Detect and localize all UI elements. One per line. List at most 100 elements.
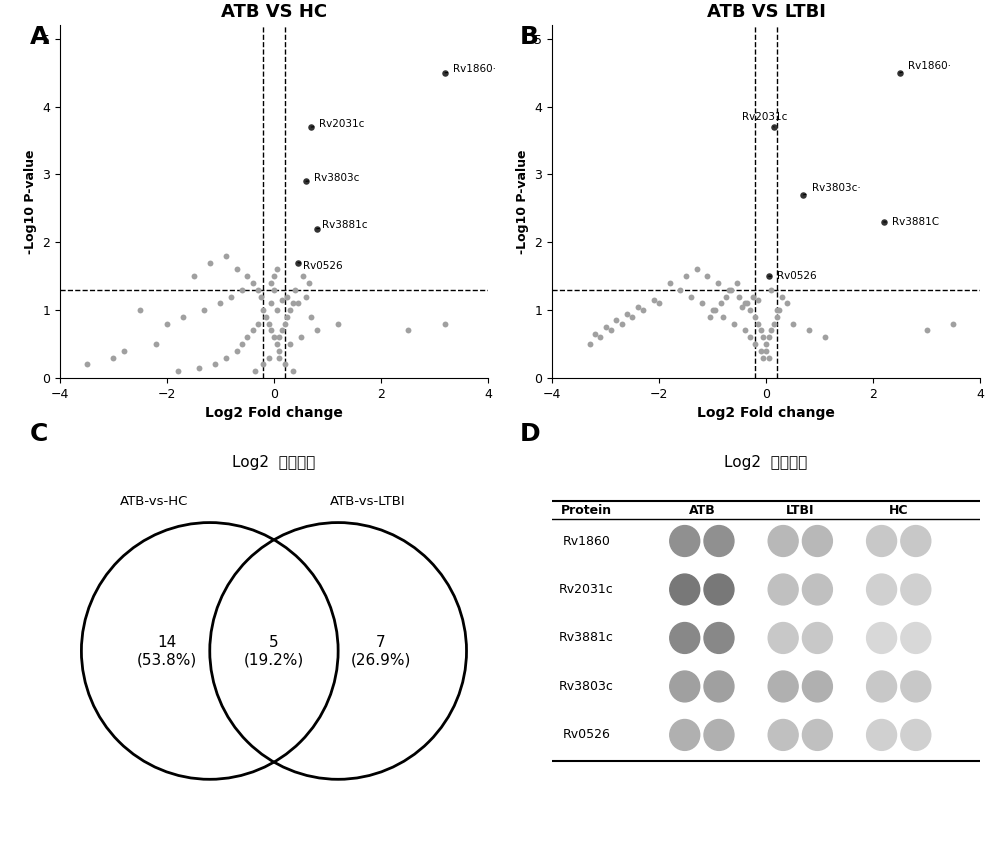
Circle shape [802,623,832,653]
Circle shape [768,574,798,605]
Circle shape [670,574,700,605]
Point [608,313,624,327]
Point [646,293,662,306]
Point [437,66,453,79]
Point [79,358,95,371]
Point [635,303,651,316]
Y-axis label: -Log10 P-value: -Log10 P-value [516,149,529,254]
Point [239,269,255,283]
Title: ATB VS HC: ATB VS HC [221,3,327,21]
Point [234,283,250,296]
Point [745,289,761,303]
Point [689,262,705,276]
Point [245,276,261,289]
Point [753,324,769,338]
Point [247,365,263,378]
Circle shape [901,671,931,702]
Point [592,331,608,344]
Point [750,317,766,331]
Text: ATB-vs-HC: ATB-vs-HC [120,495,188,508]
Point [309,222,325,235]
Text: D: D [520,422,541,446]
Point [196,303,212,316]
Text: Rv3881c: Rv3881c [317,220,368,230]
Circle shape [704,719,734,750]
Point [400,324,416,338]
Point [132,303,148,316]
Circle shape [670,671,700,702]
Point [250,283,266,296]
Point [261,351,277,365]
Text: A: A [30,25,49,49]
Point [266,269,282,283]
Point [753,344,769,358]
Point [761,269,777,283]
Title: ATB VS LTBI: ATB VS LTBI [707,3,825,21]
Point [771,303,787,316]
Point [739,296,755,310]
Point [785,317,801,331]
Point [269,262,285,276]
Text: 14
(53.8%): 14 (53.8%) [137,635,197,667]
Point [766,121,782,134]
Point [239,331,255,344]
Point [293,331,309,344]
Point [795,188,811,202]
Point [747,310,763,323]
Point [277,358,293,371]
Circle shape [704,671,734,702]
Point [713,296,729,310]
Point [245,324,261,338]
Point [218,249,234,262]
Point [707,303,723,316]
Point [266,331,282,344]
X-axis label: Log2 Fold change: Log2 Fold change [697,406,835,420]
Point [619,306,635,320]
Point [255,303,271,316]
Circle shape [901,526,931,556]
Text: Rv3803c·: Rv3803c· [803,183,860,195]
Point [750,293,766,306]
Point [702,310,718,323]
Text: Rv1860·: Rv1860· [445,64,496,74]
Text: Log2  差异倍数: Log2 差异倍数 [232,456,316,470]
Text: Rv2031c: Rv2031c [311,119,365,128]
Point [274,324,290,338]
Point [945,317,961,331]
Point [330,317,346,331]
Point [229,344,245,358]
Point [191,361,207,375]
Point [105,351,121,365]
Circle shape [867,719,897,750]
Point [758,338,774,351]
Point [817,331,833,344]
Point [747,338,763,351]
Point [801,324,817,338]
Point [290,256,306,269]
Circle shape [768,719,798,750]
Circle shape [704,623,734,653]
Circle shape [867,526,897,556]
Point [298,289,314,303]
Point [672,283,688,296]
Point [269,338,285,351]
Point [303,310,319,323]
Point [116,344,132,358]
Text: Rv2031c: Rv2031c [742,112,787,127]
Point [223,289,239,303]
Point [769,303,785,316]
Text: Rv1860·: Rv1860· [900,61,951,73]
Point [279,310,295,323]
Point [277,317,293,331]
Point [271,351,287,365]
Text: B: B [520,25,539,49]
X-axis label: Log2 Fold change: Log2 Fold change [205,406,343,420]
Point [258,310,274,323]
Point [678,269,694,283]
Circle shape [768,671,798,702]
Point [212,296,228,310]
Point [662,276,678,289]
Point [285,365,301,378]
Point [263,324,279,338]
Point [253,289,269,303]
